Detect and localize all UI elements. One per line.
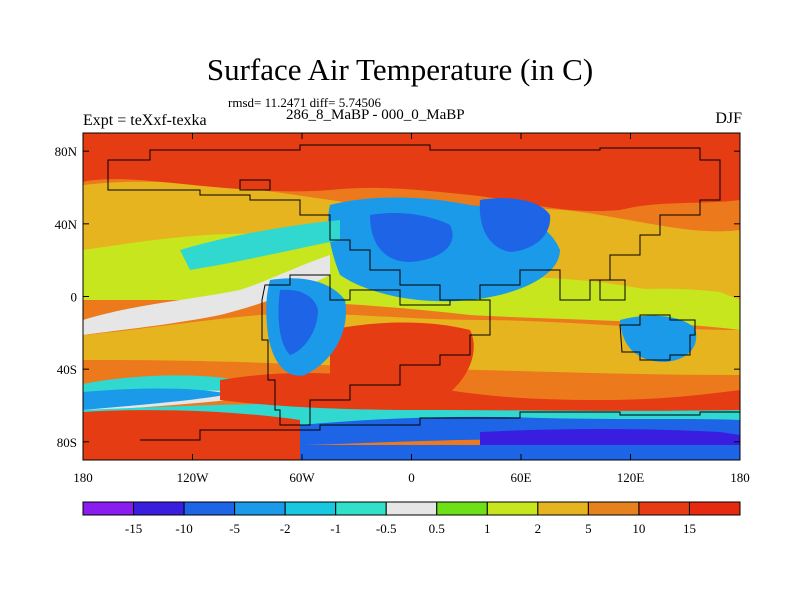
field-antarctic-bottom: [300, 445, 740, 460]
lon-tick-label: 120E: [617, 470, 645, 485]
field-australia-lightblue: [620, 315, 697, 362]
legend-swatch: [587, 501, 640, 516]
legend-label: -10: [175, 521, 192, 536]
map-title: Surface Air Temperature (in C): [206, 52, 594, 87]
field-south-hot: [220, 373, 740, 411]
legend-swatch: [537, 501, 589, 516]
legend-swatch: [284, 501, 337, 516]
legend-label: 10: [632, 521, 645, 536]
lon-tick-label: 0: [408, 470, 415, 485]
antarctica-coast: [140, 411, 740, 441]
field-equatorial-neutral: [83, 255, 330, 335]
legend-swatch: [688, 501, 741, 516]
experiment-label: Expt = teXxf-texka: [83, 112, 207, 129]
lon-tick-label: 180: [730, 470, 750, 485]
temperature-field: [83, 133, 740, 460]
period-label: 286_8_MaBP - 000_0_MaBP: [286, 107, 465, 123]
lon-tick-label: 60W: [289, 470, 315, 485]
legend-swatch: [133, 501, 185, 516]
latitude-axis: 80N 40N 0 40S 80S: [55, 144, 740, 450]
legend-label: 2: [535, 521, 542, 536]
field-pangea-blue: [370, 213, 453, 262]
legend-label: 5: [585, 521, 592, 536]
legend-swatch: [234, 501, 286, 516]
lon-tick-label: 60E: [511, 470, 532, 485]
lat-tick-label: 40S: [57, 362, 77, 377]
legend-swatch: [436, 501, 488, 516]
legend-label: -1: [330, 521, 341, 536]
longitude-axis: 180 120W 60W 0 60E 120E 180: [73, 133, 750, 485]
asia-island-coast: [599, 279, 626, 301]
field-west-cyan: [180, 220, 340, 270]
stats-label: rmsd= 11.2471 diff= 5.74506: [228, 95, 381, 110]
legend-swatch: [385, 501, 438, 516]
field-south-pacific-hot: [83, 410, 300, 460]
lat-tick-label: 80N: [55, 144, 78, 159]
legend-label: -0.5: [376, 521, 397, 536]
legend-swatch: [486, 501, 539, 516]
field-south-lightblue: [83, 388, 230, 410]
gondwana-coast: [261, 274, 491, 426]
lat-tick-label: 80S: [57, 435, 77, 450]
legend-label: -15: [125, 521, 142, 536]
laurasia-coast: [107, 144, 721, 301]
season-label: DJF: [715, 110, 742, 127]
arctic-island-coast: [239, 179, 271, 191]
legend-label: 15: [683, 521, 696, 536]
legend-label: 1: [484, 521, 491, 536]
legend-swatch: [183, 501, 236, 516]
lon-tick-label: 180: [73, 470, 93, 485]
legend-label: 0.5: [429, 521, 445, 536]
field-pacific-cool: [560, 288, 740, 318]
legend-swatch: [82, 501, 135, 516]
legend-swatch: [638, 501, 690, 516]
lat-tick-label: 40N: [55, 217, 78, 232]
lat-tick-label: 0: [71, 290, 78, 305]
australia-coast: [619, 314, 696, 361]
legend-swatch: [335, 501, 387, 516]
field-arctic-hot: [83, 133, 740, 212]
color-legend: -15 -10 -5 -2 -1 -0.5 0.5 1 2 5 10 15: [82, 501, 741, 536]
legend-label: -5: [229, 521, 240, 536]
lon-tick-label: 120W: [177, 470, 210, 485]
coastlines: [107, 144, 740, 441]
legend-label: -2: [280, 521, 291, 536]
field-gondwana-blue: [278, 289, 318, 355]
field-east-blue: [479, 198, 551, 252]
